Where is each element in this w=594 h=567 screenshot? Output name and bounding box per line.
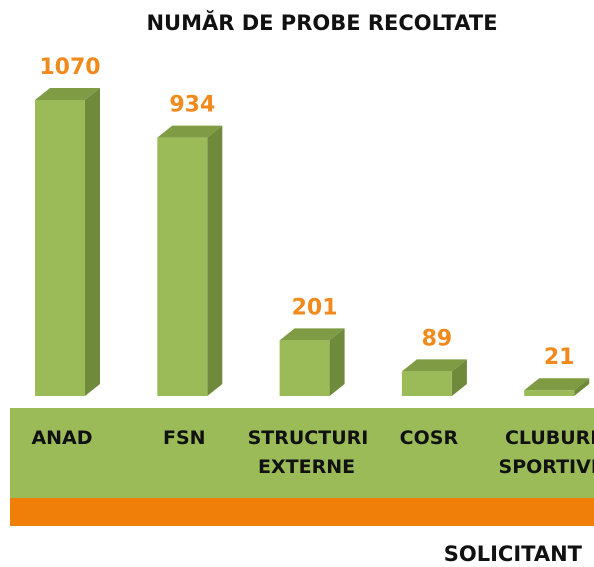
bar: [35, 88, 100, 396]
bar: [279, 328, 345, 396]
bar-face: [329, 328, 345, 396]
value-label: 201: [292, 295, 338, 320]
x-tick-label: CLUBURI SPORTIVE: [498, 427, 594, 478]
value-label: 1070: [39, 55, 100, 80]
bar-face: [35, 100, 85, 396]
x-tick-label: STRUCTURI EXTERNE: [247, 427, 369, 478]
value-label: 934: [169, 93, 215, 118]
value-label: 89: [422, 326, 453, 351]
bar-face: [207, 125, 223, 396]
value-label: 21: [544, 345, 575, 370]
bar-face: [157, 125, 223, 138]
bar-face: [279, 340, 330, 396]
chart-title: NUMĂR DE PROBE RECOLTATE: [146, 10, 497, 35]
floor-band: [10, 498, 594, 526]
bar-face: [524, 378, 590, 391]
x-tick-label: ANAD: [31, 427, 93, 449]
bar-face: [35, 88, 100, 100]
bar-face: [401, 371, 452, 396]
bar-face: [451, 359, 467, 396]
bar: [401, 359, 467, 396]
x-tick-label: COSR: [399, 427, 459, 449]
bar: [157, 125, 223, 396]
bar-face: [157, 137, 208, 396]
x-axis-label: SOLICITANT: [444, 542, 583, 566]
category-band: [10, 408, 594, 498]
bar-face: [279, 328, 345, 341]
bar-face: [574, 378, 590, 396]
bar-face: [524, 390, 575, 396]
bar-face: [85, 88, 100, 396]
bar-face: [401, 359, 467, 372]
bar: [524, 378, 590, 396]
x-tick-label: FSN: [163, 427, 206, 449]
